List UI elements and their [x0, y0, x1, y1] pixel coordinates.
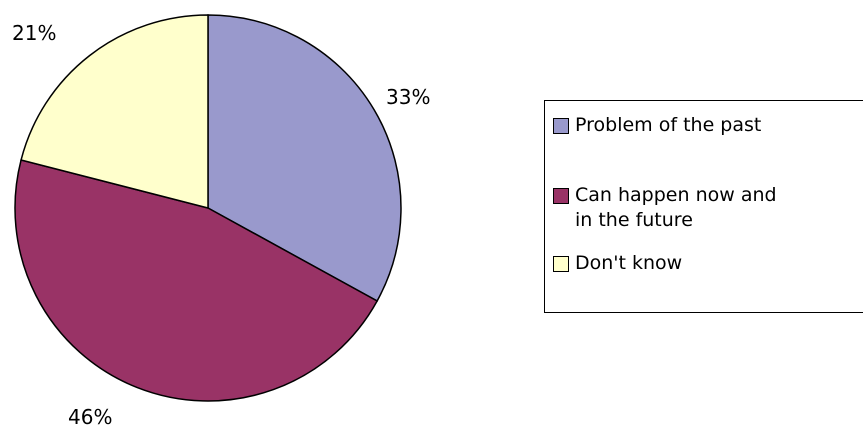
legend-swatch: [553, 118, 569, 134]
legend-item-dont-know: Don't know: [553, 251, 682, 276]
legend-label: Can happen now and in the future: [575, 184, 777, 231]
pie-slice-problem-of-the-past: [207, 14, 402, 302]
chart-legend: Problem of the past Can happen now and i…: [544, 100, 863, 313]
legend-item-problem-of-the-past: Problem of the past: [553, 113, 761, 138]
legend-item-can-happen-now: Can happen now and in the future: [553, 183, 777, 233]
pie-slices: [14, 14, 402, 402]
legend-label: Don't know: [575, 252, 683, 274]
legend-swatch: [553, 256, 569, 272]
legend-swatch: [553, 188, 569, 204]
pie-slice-can-happen-now: [14, 159, 379, 402]
legend-label: Problem of the past: [575, 114, 762, 136]
slice-label-problem-of-the-past: 33%: [386, 85, 430, 109]
slice-label-dont-know: 21%: [12, 21, 56, 45]
pie-slice-dont-know: [20, 14, 209, 209]
slice-label-can-happen-now: 46%: [68, 405, 112, 428]
